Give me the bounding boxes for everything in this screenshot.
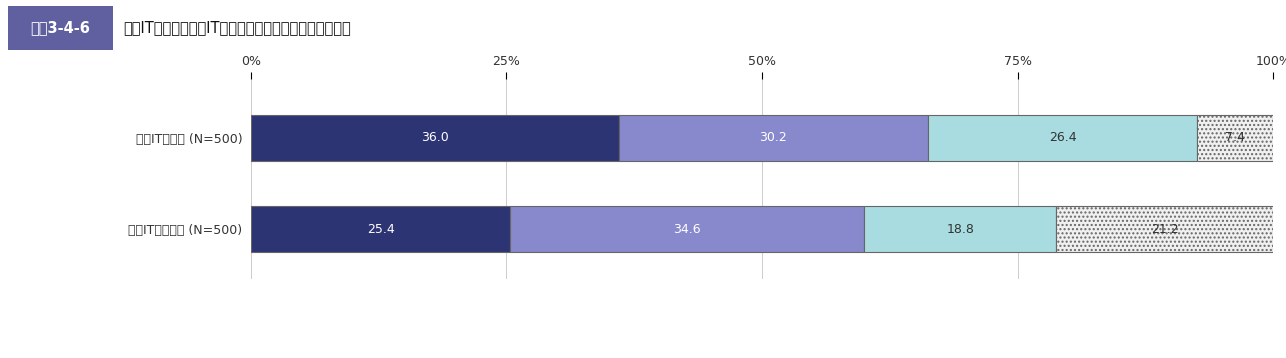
Text: 21.2: 21.2 [1151, 223, 1178, 236]
Text: 7.4: 7.4 [1226, 131, 1245, 145]
Bar [1197, 115, 1273, 161]
Text: 図表3-4-6: 図表3-4-6 [31, 20, 90, 35]
FancyBboxPatch shape [8, 5, 113, 50]
Bar [511, 206, 864, 252]
Bar [619, 115, 927, 161]
Text: 先端IT従事者、先端IT非従事者の最終学歴での専攻分野: 先端IT従事者、先端IT非従事者の最終学歴での専攻分野 [123, 20, 351, 35]
Text: 18.8: 18.8 [946, 223, 975, 236]
Text: 36.0: 36.0 [421, 131, 449, 145]
Text: 26.4: 26.4 [1048, 131, 1076, 145]
Bar [864, 206, 1056, 252]
Text: 25.4: 25.4 [367, 223, 395, 236]
Text: 34.6: 34.6 [674, 223, 701, 236]
Text: 30.2: 30.2 [759, 131, 787, 145]
Bar [1056, 206, 1273, 252]
Bar [251, 115, 619, 161]
Bar [927, 115, 1197, 161]
Bar [251, 206, 511, 252]
